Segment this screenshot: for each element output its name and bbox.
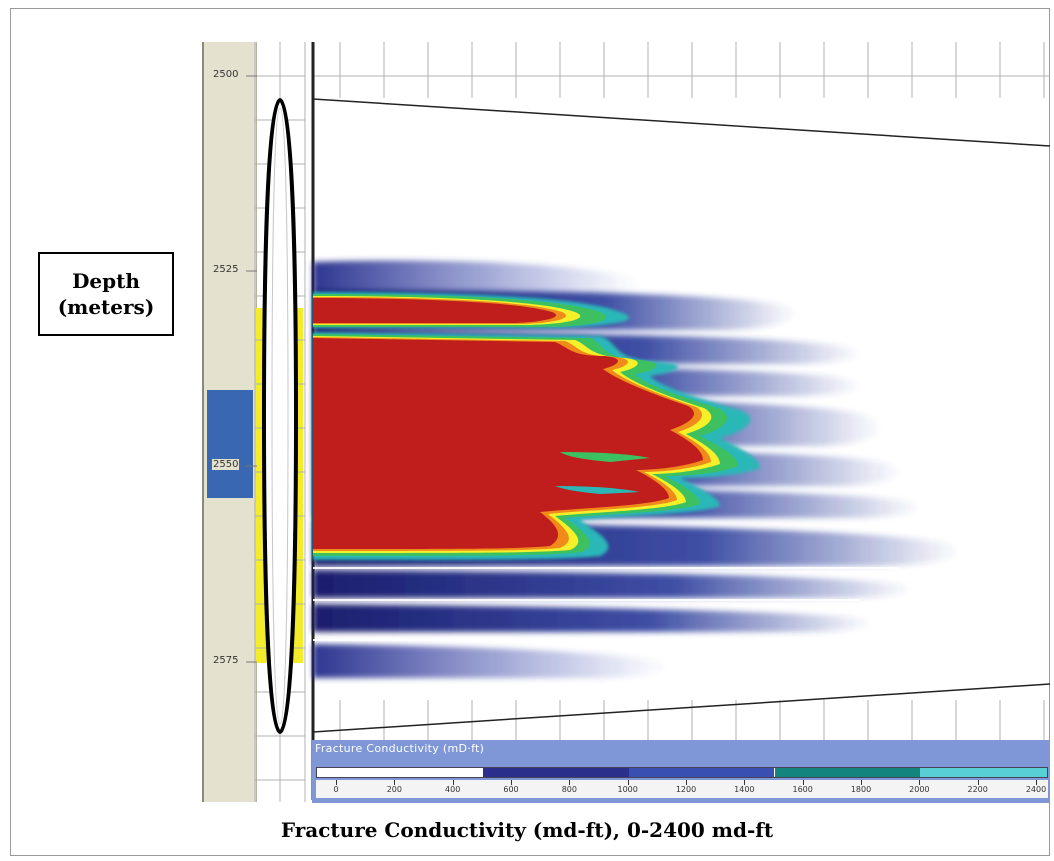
legend-tick-label: 1600	[792, 785, 813, 794]
legend-tick-label: 600	[503, 785, 519, 794]
legend-tick-mark	[744, 780, 746, 785]
legend-tick-mark	[394, 780, 396, 785]
legend-title: Fracture Conductivity (mD·ft)	[315, 742, 485, 755]
legend-tick-label: 200	[386, 785, 402, 794]
legend-tick-mark	[452, 780, 454, 785]
depth-label-line1: Depth	[72, 269, 140, 293]
legend-tick-label: 0	[333, 785, 339, 794]
y-tick-label: 2575	[212, 655, 240, 666]
legend-tick-label: 1000	[617, 785, 638, 794]
legend-tick-label: 2400	[1025, 785, 1047, 794]
fracture-envelope-top	[312, 98, 1051, 147]
zone-marker-block	[207, 390, 253, 498]
legend-tick-mark	[336, 780, 337, 785]
legend-tick-label: 1200	[675, 785, 697, 794]
depth-track-ticks	[246, 75, 257, 663]
depth-label-box: Depth (meters)	[38, 252, 174, 336]
y-tick-label: 2525	[212, 264, 240, 275]
wellbore-inner	[271, 107, 289, 725]
legend-tick-mark	[1036, 780, 1037, 785]
legend-tick-mark	[686, 780, 687, 785]
legend-band	[628, 768, 775, 777]
legend-ticks: 0 200 400 600 800 1000 1200 1400 1600 1800 2000 220…	[316, 780, 1048, 798]
legend-tick-label: 2000	[909, 785, 930, 794]
legend-tick-label: 800	[561, 785, 577, 794]
legend-band	[774, 768, 921, 777]
legend-tick-mark	[802, 780, 804, 785]
legend-bands	[317, 768, 1047, 777]
legend-tick-label: 1800	[850, 785, 872, 794]
legend-band	[920, 768, 1047, 777]
legend-tick-mark	[511, 780, 512, 785]
wellbore-ellipse	[261, 97, 299, 735]
legend-tick-label: 400	[445, 785, 461, 794]
legend-tick-label: 2200	[967, 785, 988, 794]
legend-scale: 0 200 400 600 800 1000 1200 1400 1600 1800 2000 220…	[316, 780, 1048, 798]
y-tick-label: 2500	[212, 69, 240, 80]
figure-caption: Fracture Conductivity (md-ft), 0-2400 md…	[280, 818, 774, 842]
lobe-separators	[313, 567, 900, 641]
legend-tick-mark	[569, 780, 571, 785]
legend-band	[482, 768, 629, 777]
y-tick-label: 2550	[212, 459, 240, 470]
depth-label-line2: (meters)	[57, 295, 155, 319]
legend-color-ramp	[316, 767, 1048, 778]
conductivity-red-core	[313, 298, 703, 549]
legend-band	[337, 768, 483, 777]
legend-tick-mark	[861, 780, 862, 785]
legend-tick-mark	[977, 780, 979, 785]
legend-tick-label: 1400	[734, 785, 755, 794]
legend-tick-mark	[919, 780, 921, 785]
fracture-envelope-bottom	[312, 683, 1051, 733]
legend-tick-mark	[627, 780, 629, 785]
